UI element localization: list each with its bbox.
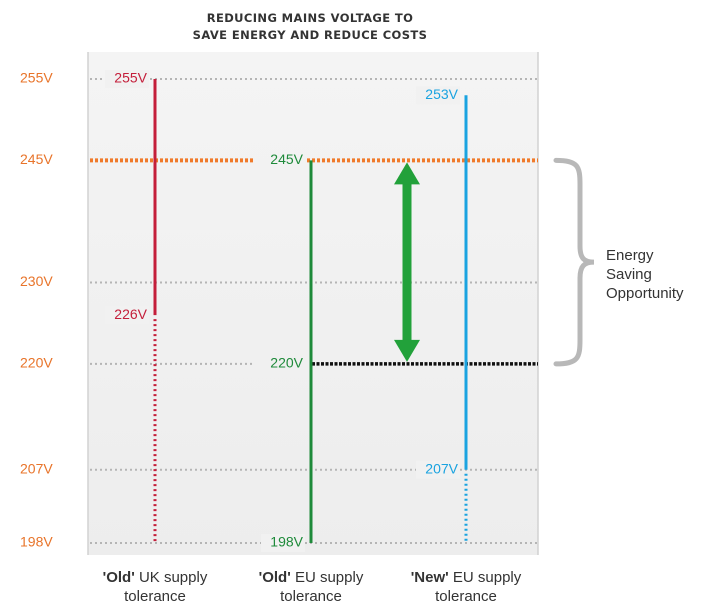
y-tick-label-245: 245V (20, 151, 53, 167)
annotation-line-3: Opportunity (606, 285, 684, 302)
category-label-old-uk-line2: tolerance (124, 588, 186, 605)
chart-title-line-1: REDUCING MAINS VOLTAGE TO (206, 11, 414, 25)
annotation-line-2: Saving (606, 266, 652, 283)
plot-background (88, 52, 538, 555)
value-label-1-198: 198V (270, 534, 303, 550)
value-label-2-207: 207V (425, 460, 458, 476)
category-label-old-uk-rest: UK supply (134, 569, 208, 586)
category-label-old-uk: 'Old' UK supply tolerance (75, 568, 235, 606)
value-label-1-220: 220V (270, 355, 303, 371)
annotation-line-1: Energy (606, 247, 654, 264)
category-label-old-eu: 'Old' EU supply tolerance (231, 568, 391, 606)
category-label-old-uk-bold: 'Old' (102, 569, 135, 586)
category-label-old-eu-rest: EU supply (290, 569, 364, 586)
curly-brace-bracket (553, 157, 595, 367)
y-tick-label-198: 198V (20, 534, 53, 550)
y-tick-label-255: 255V (20, 70, 53, 86)
value-label-0-255: 255V (114, 70, 147, 86)
arrow-head-down (394, 339, 420, 362)
value-label-0-226: 226V (114, 306, 147, 322)
category-label-old-eu-line2: tolerance (280, 588, 342, 605)
y-tick-label-220: 220V (20, 355, 53, 371)
value-label-1-245: 245V (270, 151, 303, 167)
y-tick-label-230: 230V (20, 273, 53, 289)
y-tick-label-207: 207V (20, 460, 53, 476)
category-label-new-eu-bold: 'New' (410, 569, 449, 586)
category-label-new-eu-line2: tolerance (435, 588, 497, 605)
category-label-old-eu-bold: 'Old' (258, 569, 291, 586)
chart-title-line-2: SAVE ENERGY AND REDUCE COSTS (192, 28, 428, 42)
chart-title: REDUCING MAINS VOLTAGE TO SAVE ENERGY AN… (0, 10, 620, 44)
arrow-head-up (394, 162, 420, 185)
energy-saving-annotation: Energy Saving Opportunity (606, 246, 684, 303)
category-label-new-eu: 'New' EU supply tolerance (386, 568, 546, 606)
value-label-2-253: 253V (425, 86, 458, 102)
category-label-new-eu-rest: EU supply (448, 569, 522, 586)
